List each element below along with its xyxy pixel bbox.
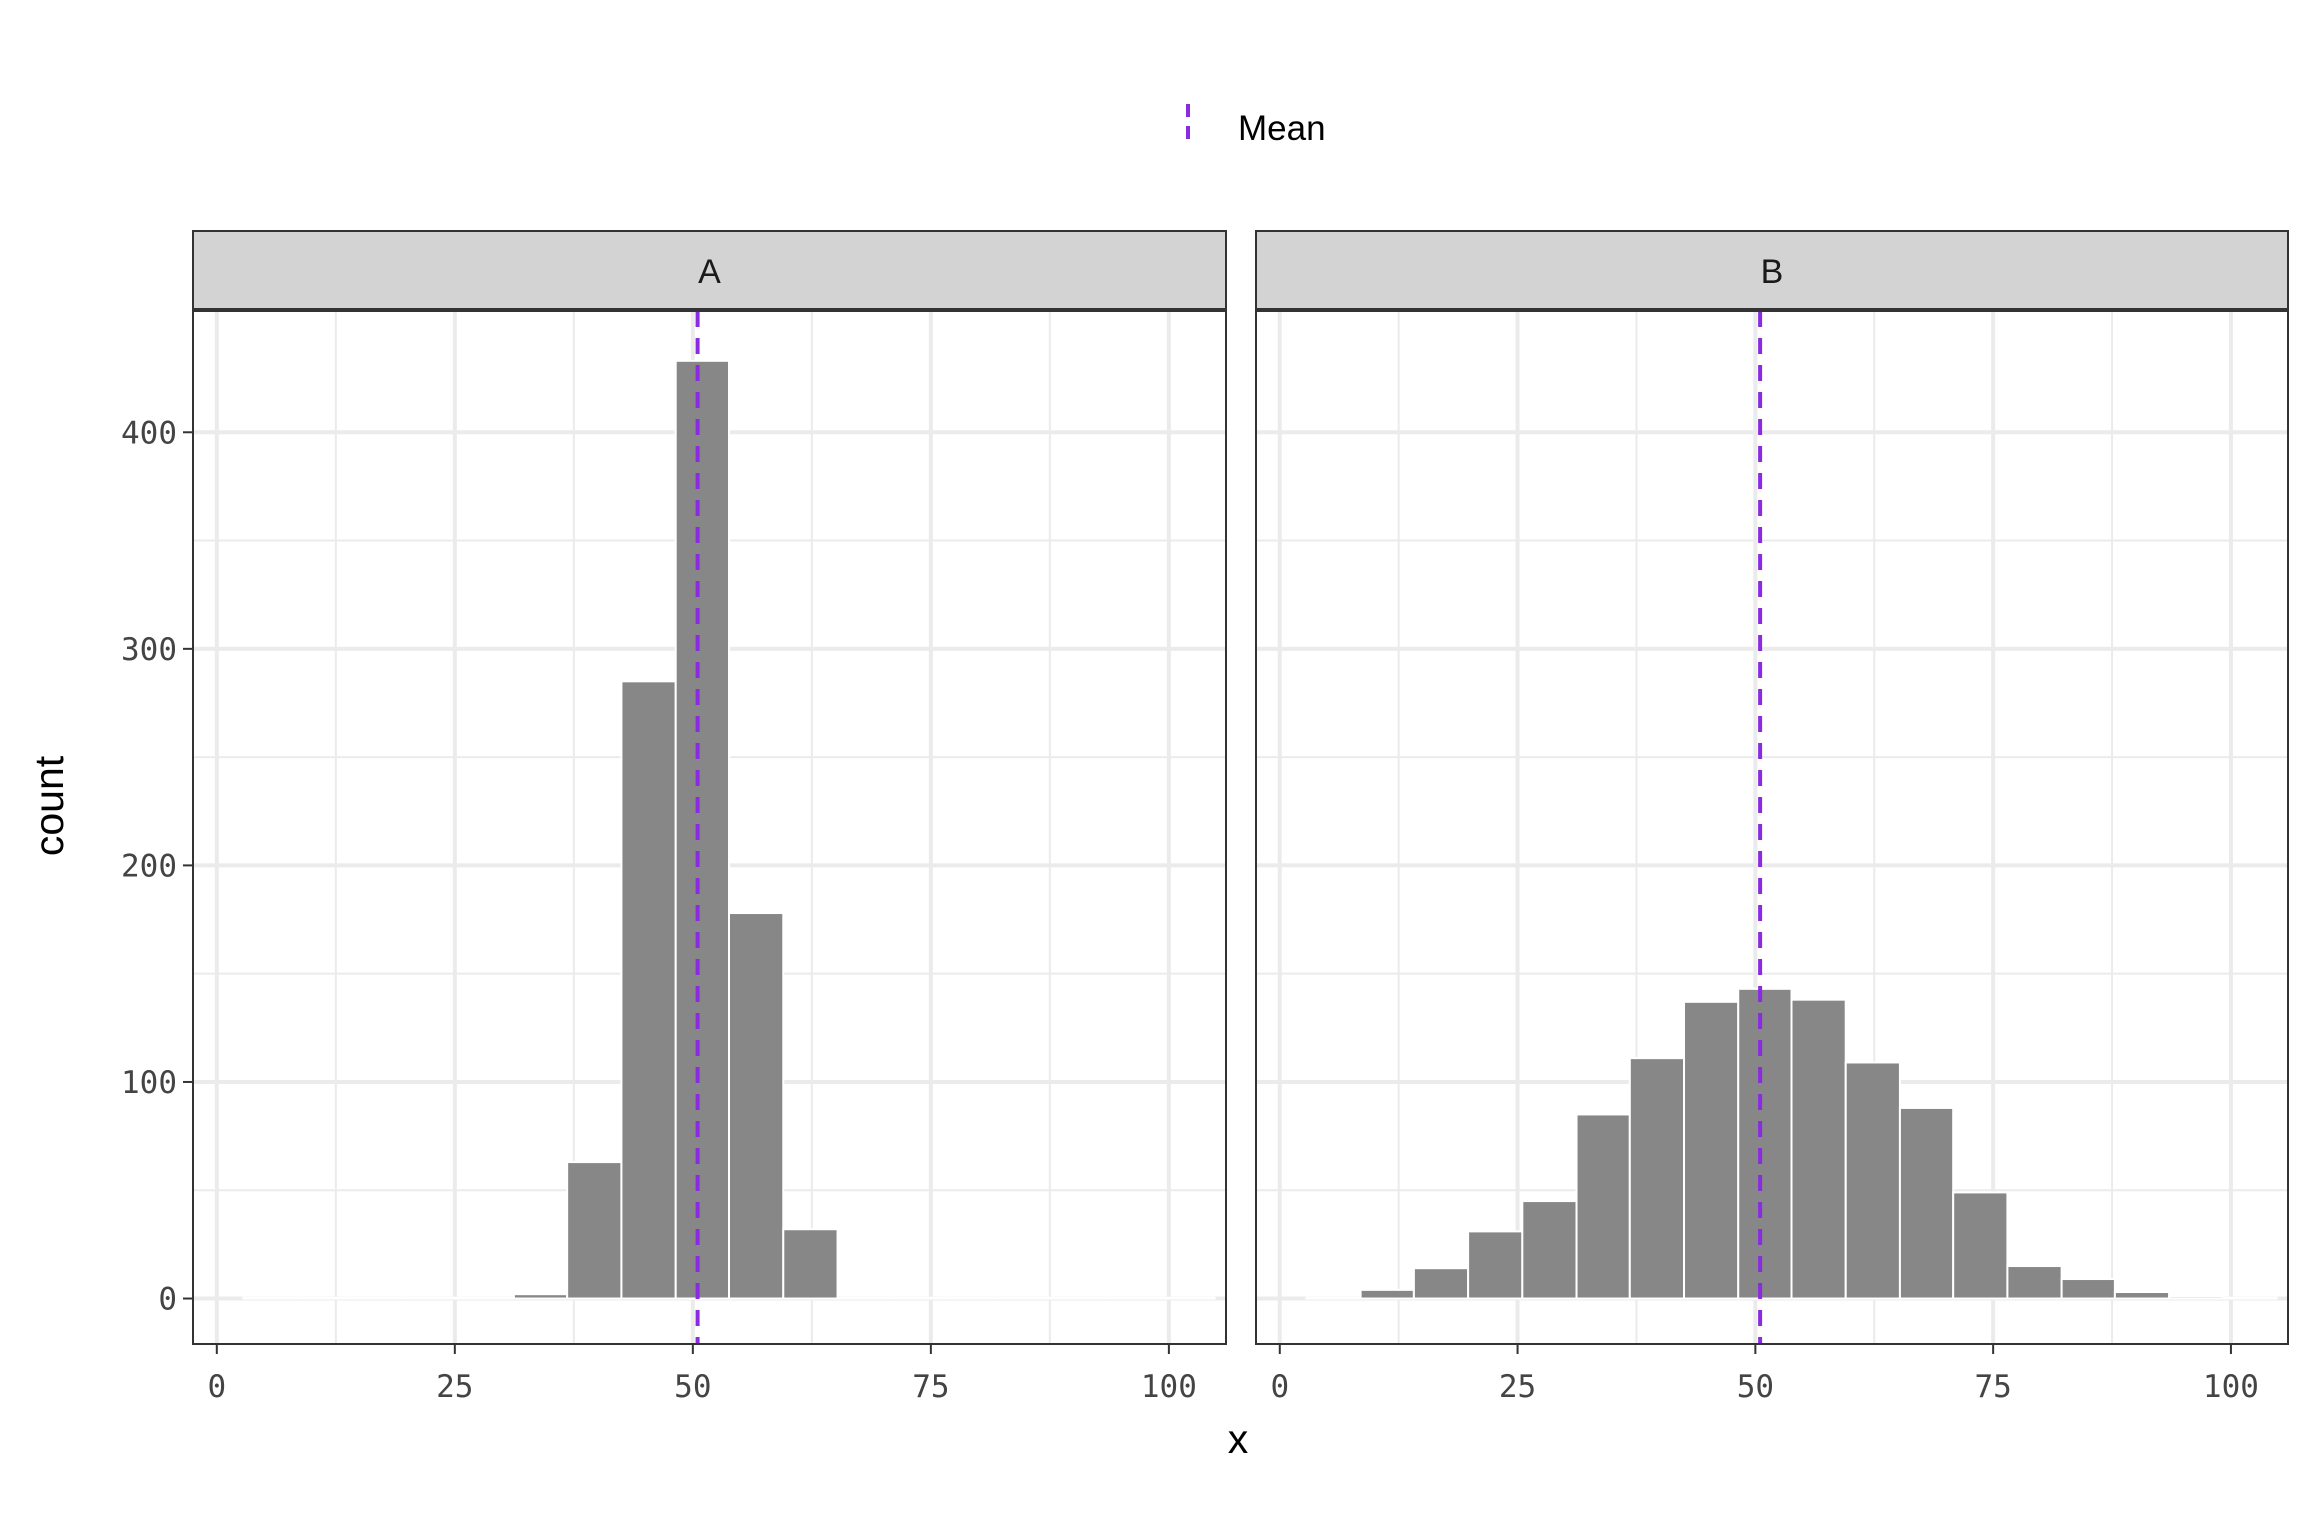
facet-a-histogram-bar — [350, 1296, 407, 1300]
facet-a-panel: A 0 25 50 75 100 0 100 200 300 400 — [121, 230, 1227, 1405]
facet-a-strip-label: A — [698, 253, 721, 291]
facet-b-x-tick-label: 100 — [2203, 1369, 2259, 1405]
legend-label-mean: Mean — [1238, 109, 1326, 148]
facet-b-strip-label: B — [1761, 253, 1784, 291]
facet-a-histogram-bar — [944, 1296, 1001, 1300]
facet-b-histogram-bar — [1628, 1057, 1686, 1300]
facet-b-histogram-bar — [1683, 1000, 1740, 1300]
facet-a-histogram-bar — [458, 1296, 515, 1300]
facet-a-histogram-bar — [836, 1296, 892, 1300]
facet-a-x-tick-label: 50 — [674, 1369, 711, 1405]
facet-b-histogram-bar — [1737, 987, 1793, 1300]
facet-b-x-tick-label: 0 — [1270, 1369, 1289, 1405]
facet-b-histogram-bar — [2113, 1291, 2171, 1300]
facet-b-histogram-bar — [2060, 1278, 2116, 1300]
facet-a-strip — [192, 230, 1227, 311]
facet-b-panel: B 0 25 50 75 100 — [1255, 230, 2289, 1405]
facet-b-histogram-bar — [1412, 1267, 1470, 1300]
facet-a-x-tick-label: 25 — [436, 1369, 473, 1405]
facet-b-histogram-bar — [1359, 1288, 1415, 1300]
facet-a-histogram-bar — [566, 1161, 623, 1300]
facet-a-histogram-bar — [404, 1296, 461, 1300]
facet-b-histogram-bar — [2168, 1295, 2225, 1300]
facet-b-histogram-bar — [2222, 1296, 2278, 1300]
facet-b-histogram-bar — [1575, 1113, 1631, 1300]
facet-a-histogram-bar — [296, 1296, 353, 1300]
facet-b-histogram-bar — [2006, 1265, 2063, 1300]
facet-b-histogram-bar — [1521, 1200, 1578, 1300]
facet-b-histogram-bar — [1790, 998, 1847, 1300]
facet-a-histogram-bar — [782, 1228, 839, 1300]
facet-a-histogram-bar — [674, 359, 731, 1300]
facet-b-strip — [1255, 230, 2289, 311]
legend: Mean — [1186, 104, 1326, 148]
facet-a-histogram-bar — [242, 1296, 299, 1300]
y-tick-label: 400 — [121, 415, 177, 451]
y-tick-label: 100 — [121, 1065, 177, 1101]
facet-b-histogram-bar — [1952, 1191, 2009, 1300]
y-axis-title: count — [26, 755, 72, 856]
y-tick-label: 0 — [158, 1282, 177, 1318]
facet-a-histogram-bar — [1105, 1296, 1163, 1300]
y-tick-label: 200 — [121, 848, 177, 884]
facet-a-histogram-bar — [998, 1296, 1054, 1300]
facet-b-x-tick-label: 75 — [1974, 1369, 2011, 1405]
x-axis-title: x — [1228, 1416, 1249, 1462]
facet-a-histogram-bar — [728, 912, 785, 1300]
facet-a-histogram-bar — [889, 1296, 947, 1300]
facet-a-histogram-bar — [1160, 1296, 1216, 1300]
facet-a-x-tick-label: 0 — [207, 1369, 226, 1405]
facet-a-x-tick-label: 100 — [1141, 1369, 1197, 1405]
facet-b-histogram-bar — [1467, 1230, 1524, 1300]
facet-b-x-tick-label: 25 — [1499, 1369, 1536, 1405]
facet-b-histogram-bar — [1844, 1061, 1901, 1300]
facet-a-x-tick-label: 75 — [912, 1369, 949, 1405]
facet-a-histogram-bar — [512, 1293, 569, 1300]
facet-panels: A 0 25 50 75 100 0 100 200 300 400 B 0 25 50 75 100 — [121, 230, 2289, 1405]
facet-b-histogram-bar — [1305, 1296, 1362, 1300]
facet-a-histogram-bar — [1051, 1296, 1108, 1300]
y-tick-label: 300 — [121, 632, 177, 668]
facet-b-x-tick-label: 50 — [1737, 1369, 1774, 1405]
facet-b-histogram-bar — [1898, 1106, 1955, 1300]
facet-a-histogram-bar — [620, 680, 677, 1300]
